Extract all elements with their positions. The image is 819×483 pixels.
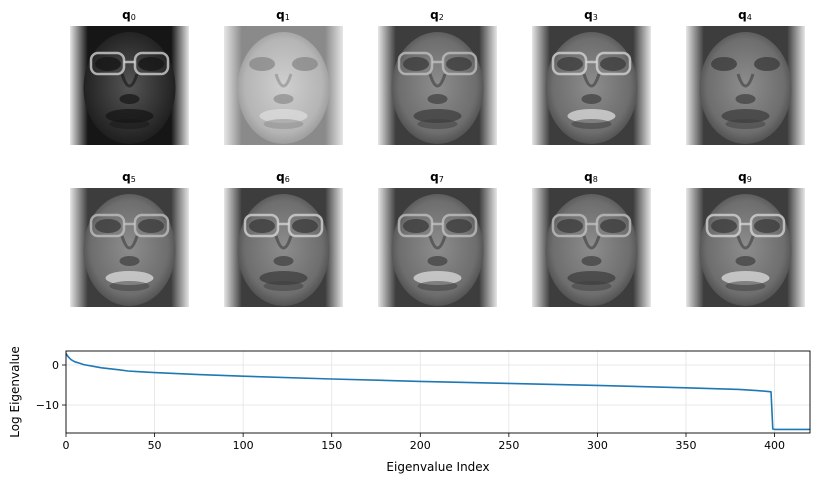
y-tick-label: −10: [36, 399, 59, 412]
face-title-q0: q0: [122, 8, 136, 22]
eigenface-image-q2: [378, 26, 497, 145]
x-tick-label: 150: [321, 439, 342, 452]
face-title-q3: q3: [584, 8, 598, 22]
x-tick-label: 250: [498, 439, 519, 452]
eigenface-image-q4: [686, 26, 805, 145]
chart-series-layer: [65, 352, 810, 431]
chart-grid: [65, 351, 810, 433]
face-title-q2: q2: [430, 8, 444, 22]
x-tick-label: 100: [233, 439, 254, 452]
face-title-q7: q7: [430, 170, 444, 184]
x-axis-label: Eigenvalue Index: [386, 460, 489, 474]
eigenface-image-q7: [378, 188, 497, 307]
axes-frame: [65, 350, 811, 434]
x-tick-label: 400: [764, 439, 785, 452]
face-title-q4: q4: [738, 8, 752, 22]
y-tick-label: 0: [52, 359, 59, 372]
eigenface-image-q6: [224, 188, 343, 307]
axis-ticks: 0 50 100 150 200 250 300 350 400 0 −10: [36, 359, 785, 452]
eigenface-image-q3: [532, 26, 651, 145]
eigenface-image-q9: [686, 188, 805, 307]
eigenvalue-series-line: [65, 352, 810, 431]
y-axis-label: Log Eigenvalue: [8, 346, 22, 438]
x-tick-label: 0: [63, 439, 70, 452]
face-title-q5: q5: [122, 170, 136, 184]
face-title-q6: q6: [276, 170, 290, 184]
x-tick-label: 50: [148, 439, 162, 452]
x-tick-label: 300: [587, 439, 608, 452]
x-tick-label: 200: [410, 439, 431, 452]
face-title-q1: q1: [276, 8, 290, 22]
eigenface-image-q5: [70, 188, 189, 307]
eigenface-image-q0: [70, 26, 189, 145]
eigenface-image-q8: [532, 188, 651, 307]
x-tick-label: 350: [676, 439, 697, 452]
face-title-q9: q9: [738, 170, 752, 184]
face-title-q8: q8: [584, 170, 598, 184]
eigenface-image-q1: [224, 26, 343, 145]
